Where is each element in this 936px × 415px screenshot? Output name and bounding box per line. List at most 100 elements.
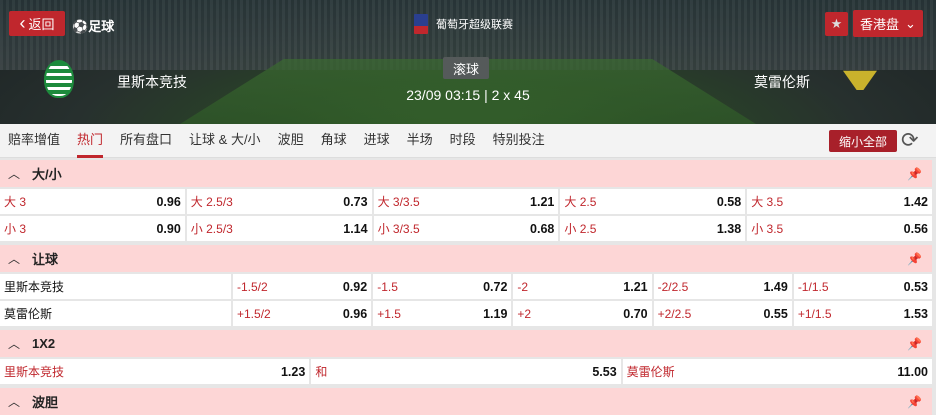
star-icon: ★ bbox=[830, 16, 843, 31]
odds-cell[interactable]: -2 1.21 bbox=[513, 274, 652, 299]
odds-label: 小 3/3.5 bbox=[377, 222, 420, 236]
odds-value: 0.96 bbox=[156, 194, 181, 209]
odds-cell[interactable]: 小 3 0.90 bbox=[0, 216, 185, 241]
live-badge: 滚球 bbox=[443, 57, 489, 79]
odds-label: -2/2.5 bbox=[657, 279, 689, 294]
section-over-under[interactable]: ︿ 大/小 📌 bbox=[0, 160, 932, 187]
odds-label: 小 2.5/3 bbox=[190, 222, 233, 236]
odds-cell[interactable]: +1/1.5 1.53 bbox=[793, 301, 933, 326]
market-tabs: 赔率增值 热门 所有盘口 让球 & 大/小 波胆 角球 进球 半场 时段 特别投注 缩小全部 ⟳ bbox=[0, 124, 936, 158]
odds-cell[interactable]: 小 2.5/3 1.14 bbox=[186, 216, 372, 241]
tab-6[interactable]: 进球 bbox=[363, 131, 390, 147]
odds-cell[interactable]: -2/2.5 1.49 bbox=[653, 274, 792, 299]
odds-cell[interactable]: 大 2.5/3 0.73 bbox=[186, 189, 372, 214]
odds-value: 1.21 bbox=[530, 194, 555, 209]
team-name: 里斯本竞技 bbox=[0, 274, 231, 299]
chevron-left-icon: ‹ bbox=[19, 13, 26, 33]
odds-label: 和 bbox=[315, 365, 328, 379]
odds-type-dropdown[interactable]: 香港盘 ⌄ bbox=[853, 10, 923, 37]
odds-label: +2 bbox=[517, 306, 532, 321]
odds-value: 1.19 bbox=[483, 306, 508, 321]
pin-icon[interactable]: 📌 bbox=[907, 336, 922, 351]
odds-label: -1.5 bbox=[377, 279, 398, 294]
odds-cell[interactable]: 大 3.5 1.42 bbox=[747, 189, 932, 214]
odds-label: +1.5/2 bbox=[237, 306, 271, 321]
odds-value: 5.53 bbox=[592, 364, 617, 379]
odds-value: 1.38 bbox=[716, 221, 742, 236]
odds-value: 1.42 bbox=[903, 194, 928, 209]
tab-0[interactable]: 赔率增值 bbox=[8, 131, 61, 147]
home-team-logo bbox=[44, 60, 74, 98]
chevron-up-icon: ︿ bbox=[8, 252, 21, 266]
odds-cell[interactable]: 小 2.5 1.38 bbox=[560, 216, 746, 241]
odds-label: +1.5 bbox=[377, 306, 401, 321]
odds-label: 大 3/3.5 bbox=[377, 195, 420, 209]
tab-4[interactable]: 波胆 bbox=[277, 131, 304, 147]
pin-icon[interactable]: 📌 bbox=[907, 251, 922, 266]
odds-value: 0.58 bbox=[716, 194, 742, 209]
odds-label: 莫雷伦斯 bbox=[626, 365, 675, 379]
tab-9[interactable]: 特别投注 bbox=[492, 131, 545, 147]
home-team-name: 里斯本竞技 bbox=[117, 74, 187, 90]
odds-cell[interactable]: 大 2.5 0.58 bbox=[560, 189, 746, 214]
odds-cell[interactable]: 里斯本竞技 1.23 bbox=[0, 359, 310, 384]
odds-cell[interactable]: 小 3/3.5 0.68 bbox=[373, 216, 559, 241]
collapse-all-button[interactable]: 缩小全部 bbox=[829, 130, 897, 152]
odds-value: 11.00 bbox=[897, 364, 928, 379]
odds-value: 0.96 bbox=[342, 306, 368, 321]
odds-value: 1.21 bbox=[623, 279, 648, 294]
team-name: 莫雷伦斯 bbox=[0, 301, 231, 326]
pin-icon[interactable]: 📌 bbox=[907, 166, 922, 181]
refresh-icon[interactable]: ⟳ bbox=[901, 129, 919, 152]
odds-value: 1.53 bbox=[903, 306, 929, 321]
odds-label: 小 3.5 bbox=[751, 222, 784, 236]
odds-cell[interactable]: +1.5/2 0.96 bbox=[233, 301, 372, 326]
odds-label: 小 2.5 bbox=[564, 222, 597, 236]
tab-2[interactable]: 所有盘口 bbox=[120, 131, 173, 147]
match-header: ‹ 返回 ⚽足球 葡萄牙超级联赛 ★ 香港盘 ⌄ 里斯本竞技 滚球 23/09 03… bbox=[0, 0, 936, 124]
chevron-down-icon: ⌄ bbox=[905, 15, 916, 31]
odds-label: -1/1.5 bbox=[797, 279, 829, 294]
odds-label: +1/1.5 bbox=[797, 306, 832, 321]
odds-value: 0.73 bbox=[343, 194, 368, 209]
odds-cell[interactable]: 和 5.53 bbox=[311, 359, 621, 384]
odds-cell[interactable]: +1.5 1.19 bbox=[373, 301, 512, 326]
tab-1[interactable]: 热门 bbox=[77, 124, 104, 158]
pin-icon[interactable]: 📌 bbox=[907, 394, 922, 409]
odds-cell[interactable]: 大 3/3.5 1.21 bbox=[373, 189, 559, 214]
odds-value: 1.23 bbox=[280, 364, 306, 379]
odds-label: +2/2.5 bbox=[657, 306, 692, 321]
odds-label: 大 2.5 bbox=[564, 195, 597, 209]
odds-label: -1.5/2 bbox=[237, 279, 268, 294]
odds-value: 0.56 bbox=[903, 221, 928, 236]
section-handicap[interactable]: ︿ 让球 📌 bbox=[0, 245, 932, 272]
tab-3[interactable]: 让球 & 大/小 bbox=[189, 131, 261, 147]
odds-cell[interactable]: -1.5 0.72 bbox=[373, 274, 512, 299]
table-row: 里斯本竞技 -1.5/2 0.92 -1.5 0.72 -2 1.21 -2/2.5 1.49-… bbox=[0, 274, 933, 299]
match-time: 23/09 03:15 | 2 x 45 bbox=[406, 87, 530, 103]
odds-cell[interactable]: 大 3 0.96 bbox=[0, 189, 185, 214]
section-1x2[interactable]: ︿ 1X2 📌 bbox=[0, 330, 932, 357]
odds-value: 0.68 bbox=[530, 221, 555, 236]
tab-5[interactable]: 角球 bbox=[320, 131, 347, 147]
odds-label: 大 2.5/3 bbox=[190, 195, 233, 209]
soccer-ball-icon: ⚽ bbox=[72, 19, 89, 34]
odds-cell[interactable]: +2/2.5 0.55 bbox=[653, 301, 792, 326]
odds-cell[interactable]: -1/1.5 0.53 bbox=[793, 274, 933, 299]
chevron-up-icon: ︿ bbox=[8, 395, 21, 409]
back-button[interactable]: ‹ 返回 bbox=[9, 11, 65, 36]
odds-cell[interactable]: -1.5/2 0.92 bbox=[233, 274, 372, 299]
table-row: 莫雷伦斯 +1.5/2 0.96 +1.5 1.19 +2 0.70 +2/2.5 0.55 +1… bbox=[0, 301, 933, 326]
favorite-button[interactable]: ★ bbox=[825, 12, 848, 36]
away-team-name: 莫雷伦斯 bbox=[754, 74, 810, 90]
odds-value: 1.14 bbox=[343, 221, 368, 236]
league-logo-icon bbox=[414, 14, 428, 34]
odds-cell[interactable]: +2 0.70 bbox=[513, 301, 652, 326]
odds-cell[interactable]: 小 3.5 0.56 bbox=[747, 216, 932, 241]
odds-cell[interactable]: 莫雷伦斯 11.00 bbox=[622, 359, 932, 384]
sport-label: ⚽足球 bbox=[72, 19, 115, 34]
section-correct-score[interactable]: ︿ 波胆 📌 bbox=[0, 388, 932, 415]
odds-label: 大 3.5 bbox=[751, 195, 784, 209]
tab-7[interactable]: 半场 bbox=[406, 131, 433, 147]
tab-8[interactable]: 时段 bbox=[449, 131, 476, 147]
